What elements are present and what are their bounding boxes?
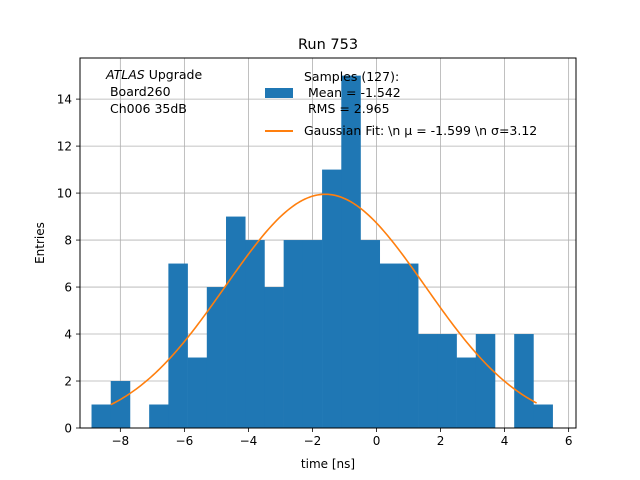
histogram-bar-5 [187,357,208,428]
plot-frame [79,57,577,429]
y-tick-label-0: 0 [64,422,72,436]
histogram-bar-11 [302,240,323,428]
annotation-line-2: Board260 [106,84,171,99]
histogram-bar-12 [322,169,342,429]
legend-hist-line-2: Mean = -1.542 [304,85,401,100]
histogram-bar-18 [437,334,457,428]
gaussian-fit [110,193,537,406]
histogram-bar-0 [91,404,112,428]
gaussian-fit-line [110,193,537,406]
histogram-bar-6 [206,287,227,428]
y-tick-label-3: 6 [64,281,72,295]
histogram-bar-1 [110,381,131,428]
histogram-bar-23 [533,404,553,428]
x-tick-label-3: −2 [304,434,322,448]
histogram-bar-3 [149,404,169,428]
atlas-annotation: ATLAS Upgrade Board260 Ch006 35dB [105,67,202,116]
legend-fit-label: Gaussian Fit: \n μ = -1.599 \n σ=3.12 [304,123,537,138]
legend-hist-line-3: RMS = 2.965 [304,101,390,116]
legend: Samples (127): Mean = -1.542 RMS = 2.965… [265,69,537,138]
histogram-bar-17 [418,334,438,428]
histogram-bar-15 [379,263,400,428]
x-tick-label-4: 0 [373,434,381,448]
y-tick-label-1: 2 [64,375,72,389]
x-tick-label-6: 4 [501,434,509,448]
histogram-bar-9 [264,287,284,428]
annotation-line-1: ATLAS Upgrade [105,67,202,82]
histogram-bar-10 [283,240,304,428]
histogram-bar-20 [475,334,496,428]
y-tick-label-5: 10 [57,187,72,201]
y-axis-label: Entries [33,222,47,264]
x-axis-label: time [ns] [301,457,355,471]
x-tick-label-2: −4 [240,434,258,448]
y-axis-ticks: 0 2 4 6 8 10 12 14 [57,93,80,436]
histogram-bar-16 [398,263,419,428]
legend-hist-swatch [265,88,293,98]
chart-title: Run 753 [298,37,358,53]
annotation-upgrade: Upgrade [145,67,203,82]
y-tick-label-2: 4 [64,328,72,342]
histogram-bar-8 [245,240,265,428]
histogram-bar-14 [360,240,381,428]
legend-hist-line-1: Samples (127): [304,69,399,84]
histogram-bar-7 [226,216,246,428]
histogram-bar-4 [168,263,188,428]
annotation-atlas: ATLAS [105,67,145,82]
histogram-bar-22 [514,334,534,428]
histogram-bar-13 [341,75,361,428]
y-tick-label-7: 14 [57,93,72,107]
x-tick-label-7: 6 [565,434,573,448]
annotation-line-3: Ch006 35dB [106,101,187,116]
y-tick-label-6: 12 [57,140,72,154]
x-tick-label-1: −6 [176,434,194,448]
y-tick-label-4: 8 [64,234,72,248]
x-axis-ticks: −8 −6 −4 −2 0 2 4 6 [111,428,572,448]
histogram-bar-19 [456,357,477,428]
x-tick-label-0: −8 [111,434,129,448]
histogram-bars [91,75,553,429]
x-tick-label-5: 2 [437,434,445,448]
